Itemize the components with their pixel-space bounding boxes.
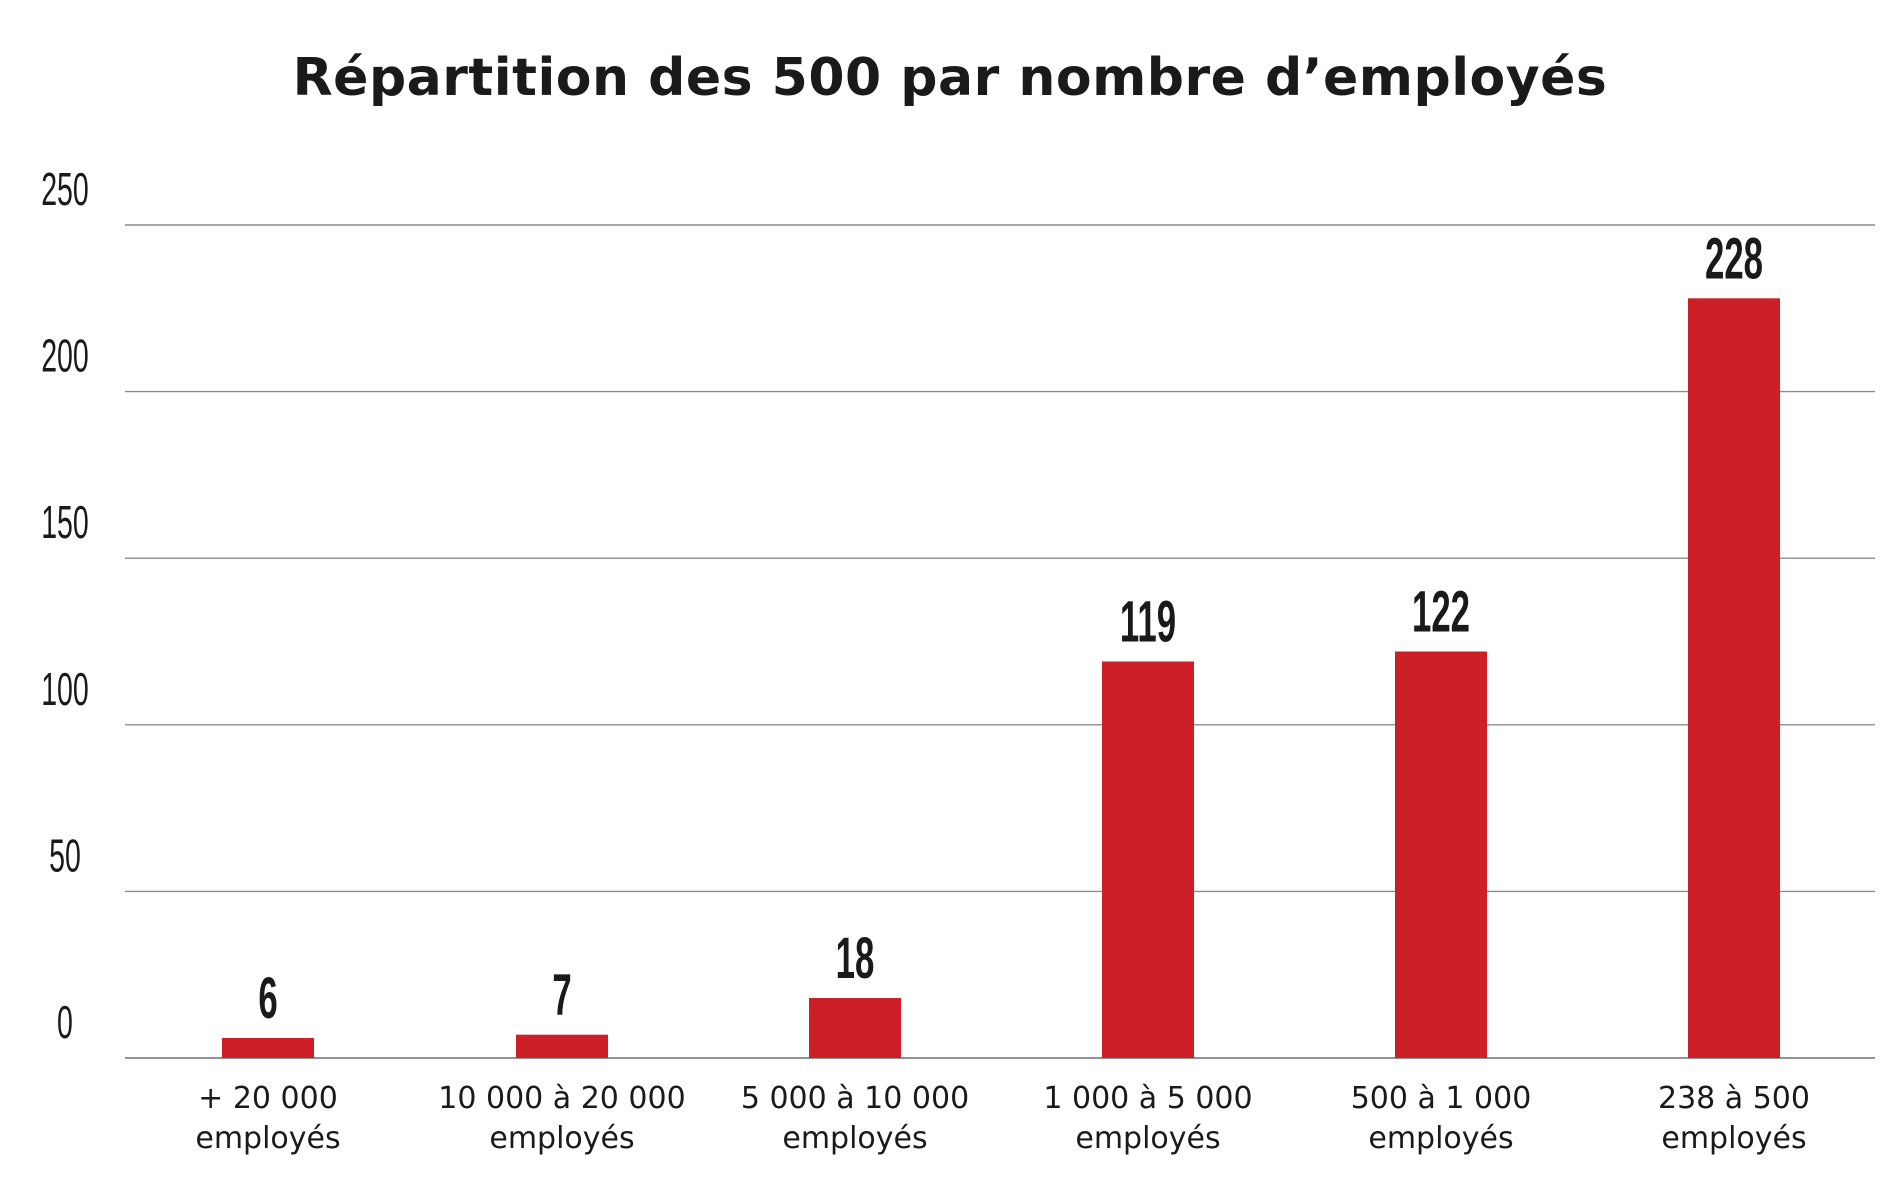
y-tick-label: 0 — [57, 997, 73, 1049]
data-label: 228 — [1705, 227, 1763, 291]
bar — [1102, 661, 1194, 1058]
y-tick-label: 250 — [41, 164, 89, 216]
x-tick-label: employés — [1661, 1121, 1806, 1156]
data-label: 6 — [258, 967, 277, 1031]
x-tick-label: 500 à 1 000 — [1351, 1081, 1532, 1116]
data-label: 119 — [1120, 591, 1176, 655]
bar — [516, 1034, 608, 1058]
x-tick-label: employés — [195, 1121, 340, 1156]
x-tick-label: employés — [489, 1121, 634, 1156]
x-axis-ticks: + 20 000 employés 10 000 à 20 000 employés 5… — [195, 1081, 1810, 1156]
y-tick-label: 200 — [41, 331, 89, 383]
data-label: 7 — [552, 964, 571, 1028]
chart-title: Répartition des 500 par nombre d’employé… — [292, 48, 1608, 108]
x-tick-label: employés — [1075, 1121, 1220, 1156]
y-tick-label: 100 — [41, 664, 89, 716]
bar — [1395, 651, 1487, 1058]
y-axis-ticks: 0 50 100 150 200 250 — [41, 164, 89, 1049]
bar — [222, 1038, 314, 1058]
x-tick-label: employés — [1368, 1121, 1513, 1156]
x-tick-label: 238 à 500 — [1658, 1081, 1810, 1116]
y-tick-label: 150 — [41, 497, 89, 549]
x-tick-label: 5 000 à 10 000 — [741, 1081, 969, 1116]
data-label: 122 — [1412, 581, 1470, 645]
x-tick-label: + 20 000 — [198, 1081, 338, 1116]
bars — [222, 298, 1780, 1059]
bar — [809, 998, 901, 1058]
data-label: 18 — [836, 927, 875, 991]
bar — [1688, 298, 1780, 1059]
x-tick-label: 10 000 à 20 000 — [438, 1081, 685, 1116]
data-labels: 6 7 18 119 122 228 — [258, 227, 1763, 1031]
y-tick-label: 50 — [49, 831, 81, 883]
x-tick-label: employés — [782, 1121, 927, 1156]
gridlines — [125, 224, 1875, 1059]
x-tick-label: 1 000 à 5 000 — [1043, 1081, 1252, 1116]
